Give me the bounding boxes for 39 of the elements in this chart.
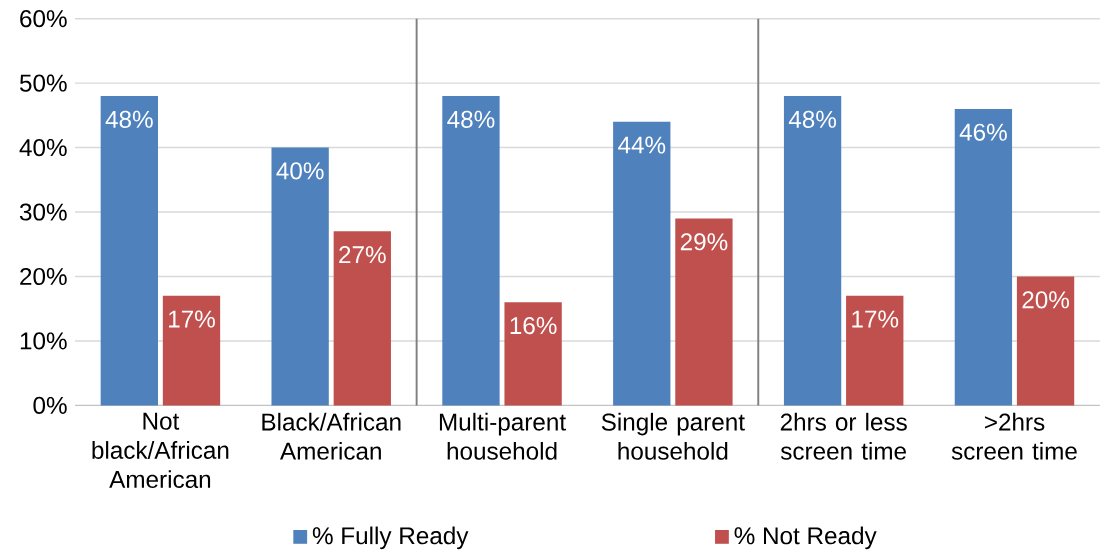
bar	[333, 231, 391, 406]
x-tick-label: >2hrs screen time	[951, 412, 1077, 460]
x-tick-label: Multi-parent household	[439, 412, 566, 460]
y-tick-label: 50%	[19, 74, 67, 92]
y-tick-label: 0%	[33, 396, 67, 414]
x-tick-label: Not black/African American	[92, 412, 229, 488]
data-label: 17%	[852, 310, 899, 328]
bar	[271, 147, 329, 406]
bar	[954, 108, 1013, 406]
bar	[442, 95, 500, 406]
data-label: 40%	[276, 162, 324, 180]
bar	[162, 295, 221, 406]
bar	[1016, 276, 1075, 406]
data-label: 48%	[788, 110, 837, 128]
data-label: 46%	[959, 123, 1007, 141]
data-label: 27%	[339, 245, 386, 263]
bar	[783, 95, 842, 406]
y-tick-label: 20%	[20, 267, 67, 285]
x-tick-label: 2hrs or less screen time	[780, 412, 907, 460]
y-tick-label: 40%	[19, 138, 67, 156]
x-tick-label: Single parent household	[601, 412, 745, 460]
data-label: 48%	[105, 110, 153, 128]
y-tick-label: 10%	[20, 332, 67, 350]
bar	[100, 95, 158, 406]
data-label: 48%	[447, 110, 495, 128]
bar	[675, 218, 733, 406]
data-label: 20%	[1022, 290, 1069, 309]
data-label: 17%	[169, 310, 215, 328]
x-tick-label: Black/African American	[262, 412, 401, 460]
data-label: 16%	[510, 316, 557, 334]
data-label: 29%	[680, 232, 728, 251]
y-tick-label: 60%	[20, 9, 67, 27]
y-tick-label: 30%	[19, 203, 67, 221]
bar	[504, 302, 562, 406]
data-label: 44%	[618, 136, 666, 154]
bar	[613, 121, 671, 406]
legend-label: % Not Ready	[734, 526, 877, 549]
legend-label: % Fully Ready	[312, 526, 469, 549]
bar	[846, 295, 904, 406]
